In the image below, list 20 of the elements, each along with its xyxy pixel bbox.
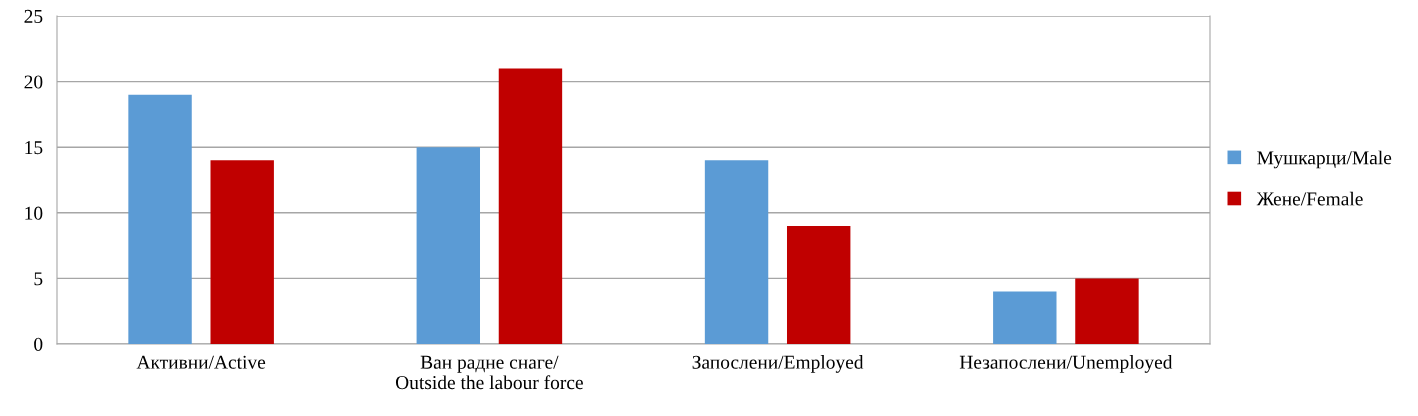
bar xyxy=(210,160,274,344)
x-tick-label: Ван радне снаге/ Outside the labour force xyxy=(395,355,583,390)
legend-label: Жене/Female xyxy=(1256,191,1363,206)
bar xyxy=(1075,278,1139,344)
y-tick-label: 15 xyxy=(25,141,43,155)
y-tick-label: 10 xyxy=(25,206,43,220)
y-tick-label: 20 xyxy=(24,75,43,89)
x-tick-label: Незапослени/Unemployed xyxy=(959,355,1173,373)
x-tick-label: Запослени/Employed xyxy=(692,355,864,373)
y-tick-label: 25 xyxy=(24,9,43,23)
y-tick-label: 0 xyxy=(34,337,43,351)
x-tick-label: Активни/Active xyxy=(136,355,266,369)
bar xyxy=(786,225,851,344)
bar xyxy=(416,147,481,344)
legend-label: Мушкарци/Male xyxy=(1257,150,1392,169)
bar xyxy=(498,68,563,344)
bar xyxy=(993,291,1057,344)
bar xyxy=(128,94,192,344)
bar xyxy=(704,160,769,344)
y-tick-label: 5 xyxy=(34,272,43,286)
